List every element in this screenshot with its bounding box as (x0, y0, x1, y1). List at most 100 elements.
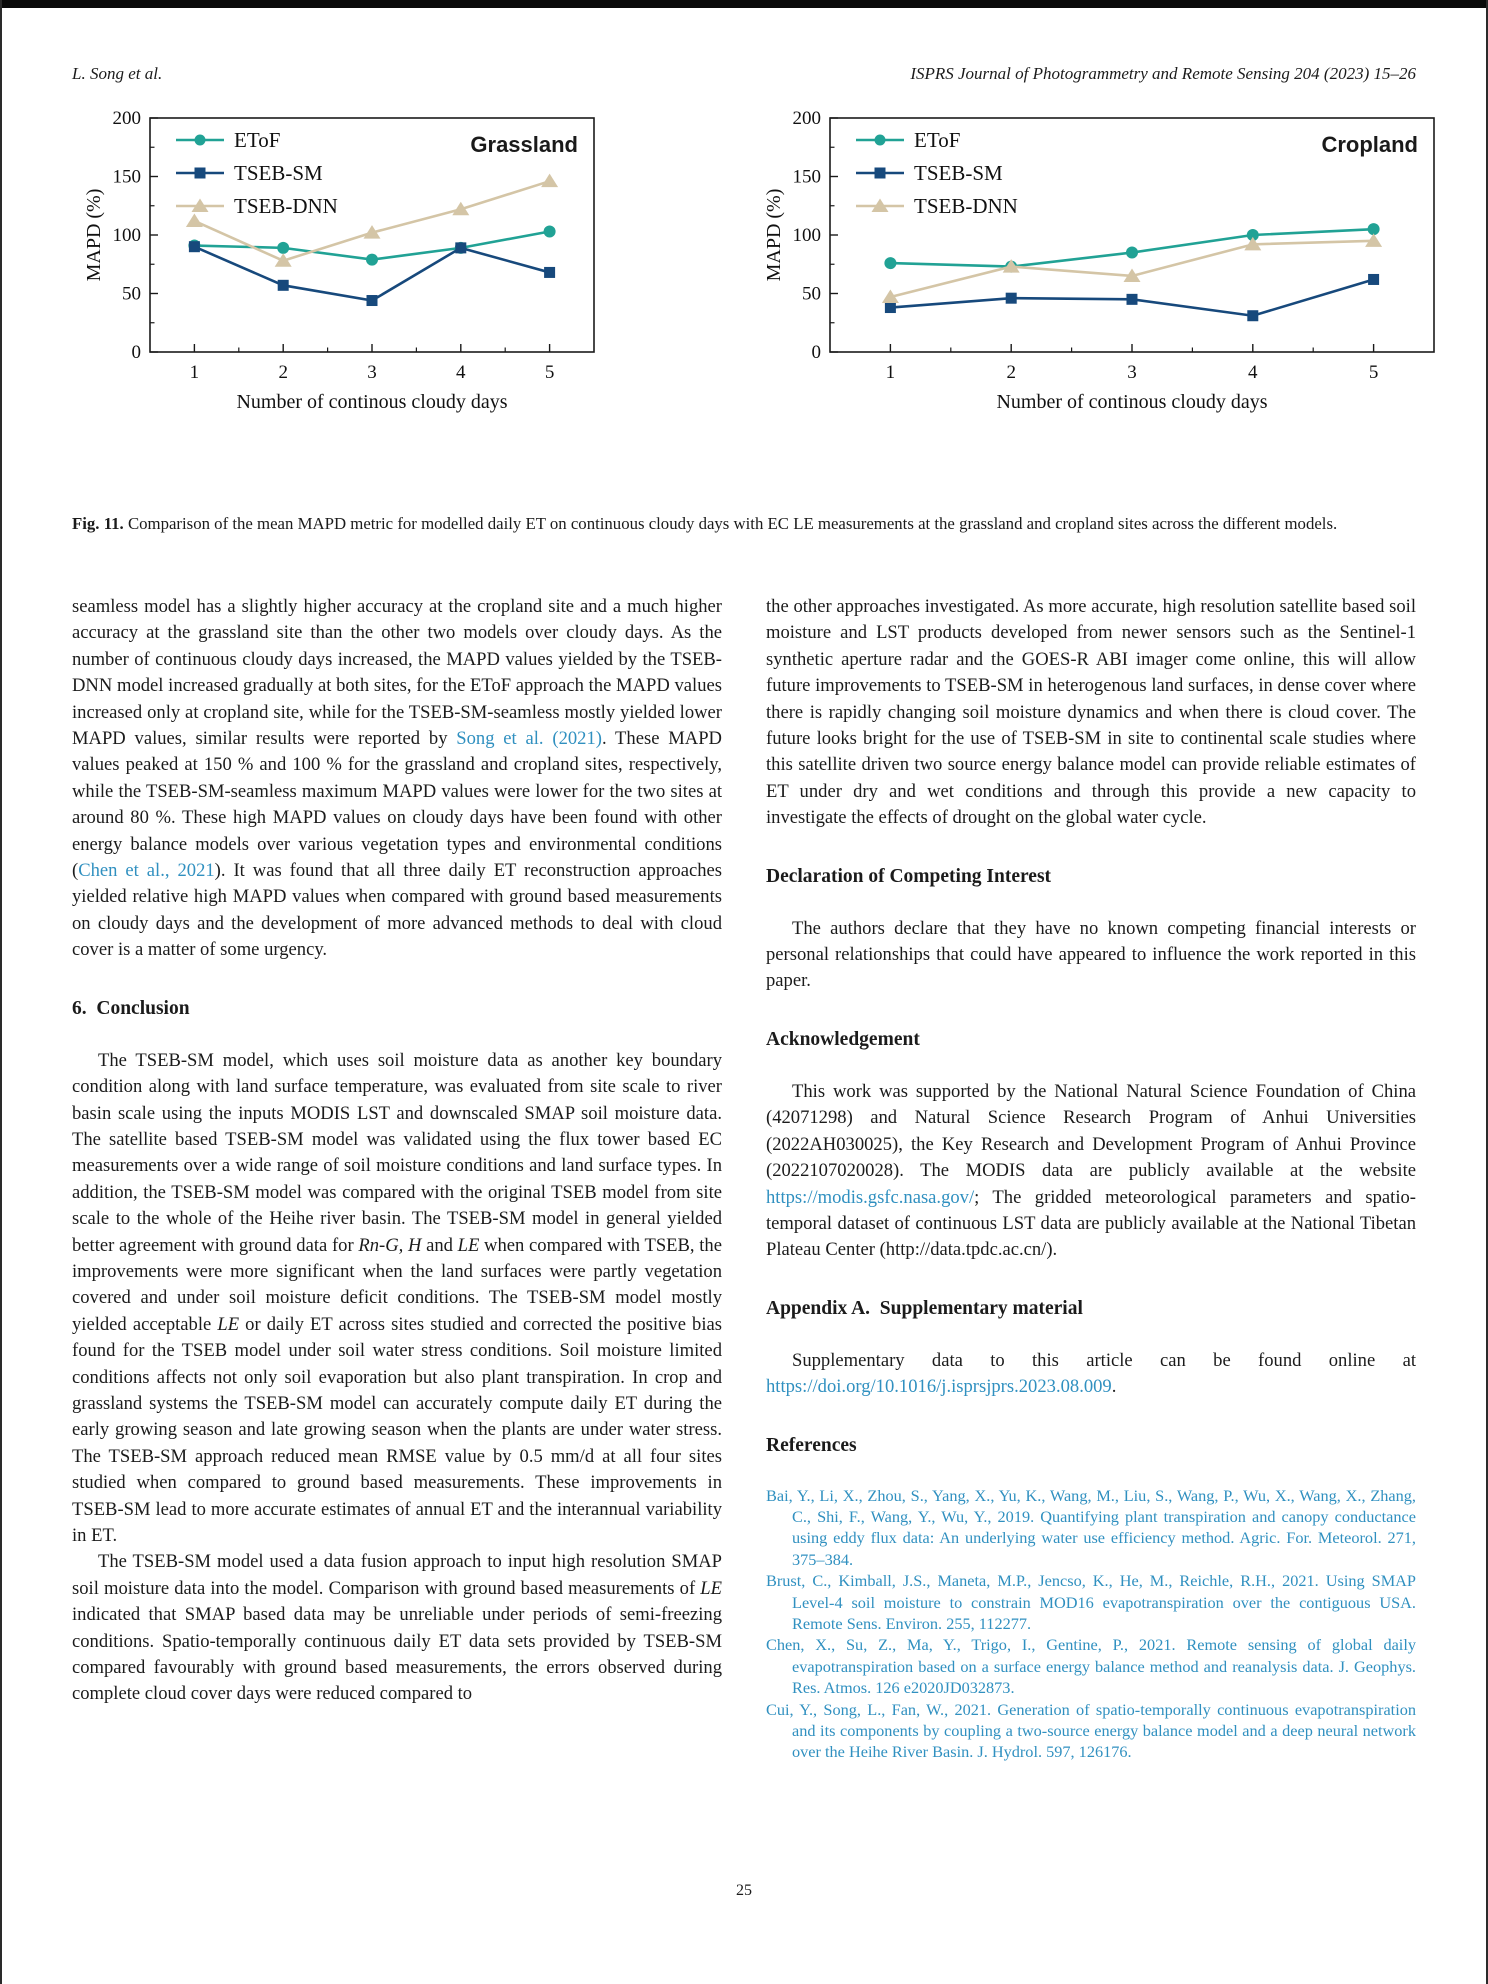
text-run: The TSEB-SM model, which uses soil moist… (72, 1049, 722, 1256)
data-point-triangle (1365, 233, 1383, 247)
reference-item: Bai, Y., Li, X., Zhou, S., Yang, X., Yu,… (766, 1485, 1416, 1571)
x-tick-label: 3 (367, 362, 377, 383)
data-point-triangle (541, 173, 559, 188)
y-tick-label: 150 (113, 167, 142, 188)
chart-cropland: 0 50 100 150 200 1 2 3 4 5 EToF TSEB-SM TSEB-DNN Crop… (764, 108, 1435, 413)
reference-item: Chen, X., Su, Z., Ma, Y., Trigo, I., Gen… (766, 1634, 1416, 1698)
text-run: Rn-G, H (358, 1234, 422, 1256)
paragraph: The TSEB-SM model, which uses soil moist… (72, 1048, 722, 1550)
paragraph: the other approaches investigated. As mo… (766, 594, 1416, 832)
y-tick-label: 50 (802, 284, 821, 305)
citation-link[interactable]: Song et al. (2021) (456, 728, 602, 750)
scan-edge-top (0, 0, 1488, 8)
data-point-triangle (191, 198, 209, 212)
citation-link[interactable]: https://modis.gsfc.nasa.gov/ (766, 1186, 975, 1208)
text-run: The authors declare that they have no kn… (766, 917, 1416, 992)
data-point-square (1126, 293, 1138, 305)
x-tick-label: 3 (1127, 362, 1137, 383)
figure-caption-label: Fig. 11. (72, 514, 124, 533)
x-tick-label: 1 (190, 362, 200, 383)
citation-link[interactable]: Chen et al., 2021 (78, 860, 215, 882)
text-run: ; The gridded meteorological parameters … (766, 1186, 1416, 1261)
data-point-triangle (185, 213, 203, 227)
text-run: LE (700, 1577, 722, 1599)
header-authors: L. Song et al. (72, 64, 163, 83)
data-point-circle (543, 225, 556, 238)
data-point-circle (1126, 246, 1138, 259)
legend-label: EToF (914, 128, 960, 152)
data-point-triangle (363, 225, 381, 239)
y-tick-label: 100 (113, 225, 142, 246)
data-point-square (1368, 273, 1380, 285)
data-point-square (194, 167, 206, 179)
data-point-square (1247, 310, 1259, 322)
text-run: LE (457, 1234, 480, 1256)
data-point-square (277, 279, 289, 291)
x-tick-label: 2 (1006, 362, 1016, 383)
text-run: . (1111, 1376, 1117, 1398)
text-run: seamless model has a slightly higher acc… (72, 596, 722, 750)
text-run: LE (217, 1313, 240, 1335)
data-point-circle (277, 241, 290, 254)
x-tick-label: 4 (456, 362, 466, 383)
x-axis-label: Number of continous cloudy days (236, 391, 507, 413)
scan-edge-left (0, 0, 2, 1984)
section-heading: 6. Conclusion (72, 997, 190, 1019)
text-run: This work was supported by the National … (766, 1080, 1416, 1182)
paragraph: This work was supported by the National … (766, 1079, 1416, 1264)
legend-label: EToF (234, 128, 280, 152)
reference-item: Brust, C., Kimball, J.S., Maneta, M.P., … (766, 1570, 1416, 1634)
data-point-square (874, 167, 886, 179)
section-heading: Declaration of Competing Interest (766, 865, 1052, 887)
y-tick-label: 150 (793, 167, 822, 188)
data-point-triangle (881, 289, 899, 304)
text-run: when compared with TSEB, the improvement… (72, 1234, 722, 1335)
legend-label: TSEB-SM (914, 161, 1003, 185)
y-tick-label: 50 (122, 284, 141, 305)
section-heading: References (766, 1434, 857, 1456)
text-run: and (421, 1234, 458, 1256)
y-tick-label: 200 (113, 108, 142, 129)
x-tick-label: 4 (1248, 362, 1258, 383)
legend-label: TSEB-DNN (234, 194, 338, 218)
right-column: the other approaches investigated. As mo… (766, 594, 1416, 1763)
x-axis-label: Number of continous cloudy days (996, 391, 1267, 413)
left-column: seamless model has a slightly higher acc… (72, 594, 722, 1763)
data-point-circle (1246, 229, 1259, 241)
paragraph: Supplementary data to this article can b… (766, 1348, 1416, 1401)
data-point-circle (366, 253, 378, 266)
text-run: Supplementary data to this article can b… (792, 1349, 1416, 1371)
text-run: or daily ET across sites studied and cor… (72, 1313, 722, 1546)
y-tick-label: 200 (793, 108, 822, 129)
citation-link[interactable]: https://doi.org/10.1016/j.isprsjprs.2023… (766, 1376, 1112, 1398)
y-axis-label: MAPD (%) (764, 189, 785, 282)
chart-gap (604, 104, 764, 419)
data-point-square (884, 302, 896, 314)
data-point-circle (1367, 223, 1380, 236)
text-run: the other approaches investigated. As mo… (766, 596, 1416, 829)
data-point-square (366, 295, 378, 307)
paragraph: The TSEB-SM model used a data fusion app… (72, 1549, 722, 1707)
legend-label: TSEB-SM (234, 161, 323, 185)
x-tick-label: 2 (278, 362, 288, 383)
y-tick-label: 100 (793, 225, 822, 246)
figure-caption-text: Comparison of the mean MAPD metric for m… (123, 514, 1338, 533)
data-point-triangle (1123, 268, 1141, 282)
text-run: Chen, X., Su, Z., Ma, Y., Trigo, I., Gen… (766, 1635, 1416, 1698)
data-point-circle (194, 134, 206, 146)
y-tick-label: 0 (812, 342, 822, 363)
x-tick-label: 5 (545, 362, 555, 383)
site-label: Grassland (470, 132, 578, 157)
data-point-triangle (1002, 259, 1020, 273)
figure-11: 0 50 100 150 200 1 2 3 4 5 EToF TSEB-SM TSEB-DNN Gras… (84, 104, 1444, 419)
x-tick-label: 5 (1369, 362, 1379, 383)
paragraph: seamless model has a slightly higher acc… (72, 594, 722, 964)
data-point-triangle (871, 198, 889, 212)
data-point-triangle (274, 253, 292, 267)
legend-label: TSEB-DNN (914, 194, 1018, 218)
site-label: Cropland (1321, 132, 1418, 157)
text-run: . These MAPD values peaked at 150 % and … (72, 728, 722, 882)
figure-caption: Fig. 11. Comparison of the mean MAPD met… (72, 512, 1416, 536)
text-run: ). It was found that all three daily ET … (72, 860, 722, 961)
data-point-square (1005, 292, 1017, 304)
